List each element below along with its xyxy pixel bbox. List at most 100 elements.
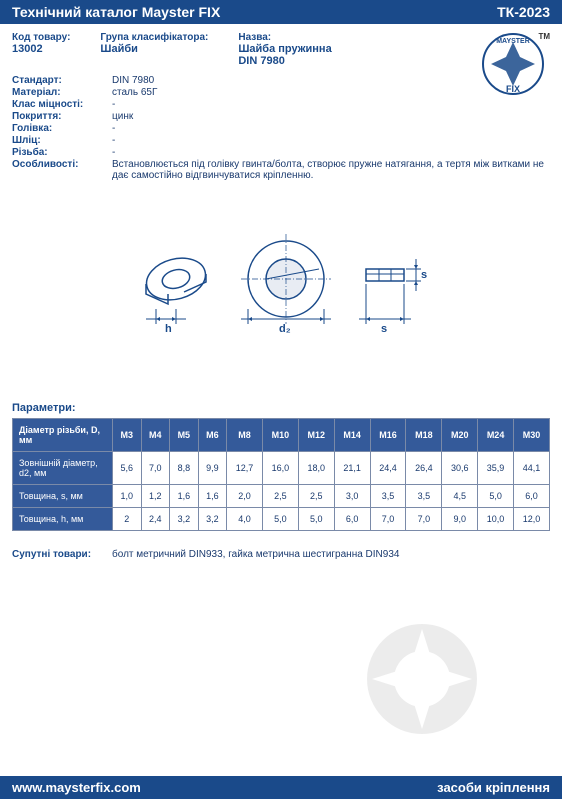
group-label: Група класифікатора:: [100, 32, 208, 43]
table-cell: 5,6: [113, 452, 142, 485]
table-cell: 9,9: [198, 452, 227, 485]
table-col-header: М3: [113, 419, 142, 452]
table-col-header: М16: [370, 419, 406, 452]
name-line2: DIN 7980: [238, 55, 331, 67]
info-row: Матеріал:сталь 65Г: [12, 87, 550, 98]
table-col-header: М6: [198, 419, 227, 452]
info-row: Голівка:-: [12, 123, 550, 134]
table-cell: 44,1: [514, 452, 550, 485]
table-cell: 4,0: [227, 508, 263, 531]
product-group-block: Група класифікатора: Шайби: [100, 32, 208, 67]
table-cell: 2: [113, 508, 142, 531]
catalog-code: ТК-2023: [497, 4, 550, 20]
watermark-icon: [362, 619, 482, 739]
table-cell: 8,8: [170, 452, 199, 485]
table-col-header: М14: [334, 419, 370, 452]
table-col-header: М18: [406, 419, 442, 452]
table-cell: 1,0: [113, 485, 142, 508]
table-cell: 24,4: [370, 452, 406, 485]
table-cell: 12,7: [227, 452, 263, 485]
technical-diagram: h d₂ s s: [0, 194, 562, 394]
catalog-title: Технічний каталог Mayster FIX: [12, 4, 220, 20]
product-code-block: Код товару: 13002: [12, 32, 70, 67]
info-row: Клас міцності:-: [12, 99, 550, 110]
table-cell: 3,2: [198, 508, 227, 531]
code-value: 13002: [12, 43, 70, 55]
table-row: Зовнішній діаметр, d2, мм5,67,08,89,912,…: [13, 452, 550, 485]
footer-tagline: засоби кріплення: [437, 780, 550, 795]
header-bar: Технічний каталог Mayster FIX ТК-2023: [0, 0, 562, 24]
table-cell: 5,0: [298, 508, 334, 531]
info-label: Матеріал:: [12, 87, 112, 98]
info-row: Особливості:Встановлюється під голівку г…: [12, 159, 550, 181]
table-row: Товщина, s, мм1,01,21,61,62,02,52,53,03,…: [13, 485, 550, 508]
table-cell: 3,2: [170, 508, 199, 531]
info-value: -: [112, 123, 550, 134]
related-products: Супутні товари: болт метричний DIN933, г…: [0, 531, 562, 578]
related-label: Супутні товари:: [12, 549, 112, 560]
name-line1: Шайба пружинна: [238, 43, 331, 55]
info-label: Різьба:: [12, 147, 112, 158]
table-cell: 3,0: [334, 485, 370, 508]
table-row-header: Товщина, s, мм: [13, 485, 113, 508]
table-col-header: М4: [141, 419, 170, 452]
info-value: -: [112, 99, 550, 110]
diagram-d2-label: d₂: [279, 323, 291, 335]
table-cell: 7,0: [141, 452, 170, 485]
footer-bar: www.maysterfix.com засоби кріплення: [0, 776, 562, 799]
info-label: Голівка:: [12, 123, 112, 134]
table-cell: 1,6: [170, 485, 199, 508]
table-col-header: М24: [478, 419, 514, 452]
table-cell: 5,0: [262, 508, 298, 531]
name-label: Назва:: [238, 32, 331, 43]
info-value: -: [112, 135, 550, 146]
info-label: Шліц:: [12, 135, 112, 146]
table-cell: 2,0: [227, 485, 263, 508]
group-value: Шайби: [100, 43, 208, 55]
table-cell: 1,2: [141, 485, 170, 508]
table-col-header: М12: [298, 419, 334, 452]
diagram-s-label-top: s: [421, 269, 427, 281]
table-cell: 1,6: [198, 485, 227, 508]
diagram-h-label: h: [165, 323, 172, 335]
table-cell: 9,0: [442, 508, 478, 531]
table-col-header: М20: [442, 419, 478, 452]
info-label: Клас міцності:: [12, 99, 112, 110]
table-cell: 2,5: [262, 485, 298, 508]
table-col-header: М30: [514, 419, 550, 452]
table-cell: 6,0: [514, 485, 550, 508]
info-label: Покриття:: [12, 111, 112, 122]
diagram-s-label: s: [381, 323, 387, 335]
table-cell: 35,9: [478, 452, 514, 485]
table-cell: 7,0: [370, 508, 406, 531]
info-row: Шліц:-: [12, 135, 550, 146]
product-name-block: Назва: Шайба пружинна DIN 7980: [238, 32, 331, 67]
info-value: цинк: [112, 111, 550, 122]
table-row: Товщина, h, мм22,43,23,24,05,05,06,07,07…: [13, 508, 550, 531]
info-label: Стандарт:: [12, 75, 112, 86]
info-row: Стандарт:DIN 7980: [12, 75, 550, 86]
brand-logo: MAYSTER FIX TM: [480, 29, 550, 99]
table-cell: 3,5: [406, 485, 442, 508]
logo-text-bottom: FIX: [506, 84, 520, 94]
code-label: Код товару:: [12, 32, 70, 43]
related-value: болт метричний DIN933, гайка метрична ше…: [112, 549, 550, 560]
table-cell: 7,0: [406, 508, 442, 531]
table-row-header: Товщина, h, мм: [13, 508, 113, 531]
table-col-header: М10: [262, 419, 298, 452]
table-cell: 26,4: [406, 452, 442, 485]
table-cell: 4,5: [442, 485, 478, 508]
table-cell: 2,5: [298, 485, 334, 508]
footer-url: www.maysterfix.com: [12, 780, 141, 795]
table-cell: 12,0: [514, 508, 550, 531]
table-cell: 3,5: [370, 485, 406, 508]
params-table: Діаметр різьби, D, ммМ3М4М5М6М8М10М12М14…: [12, 418, 550, 531]
table-col-header: М5: [170, 419, 199, 452]
table-row-header: Зовнішній діаметр, d2, мм: [13, 452, 113, 485]
info-value: -: [112, 147, 550, 158]
params-title: Параметри:: [0, 394, 562, 418]
table-cell: 6,0: [334, 508, 370, 531]
logo-text-top: MAYSTER: [496, 38, 530, 45]
trademark: TM: [538, 32, 550, 41]
table-cell: 5,0: [478, 485, 514, 508]
